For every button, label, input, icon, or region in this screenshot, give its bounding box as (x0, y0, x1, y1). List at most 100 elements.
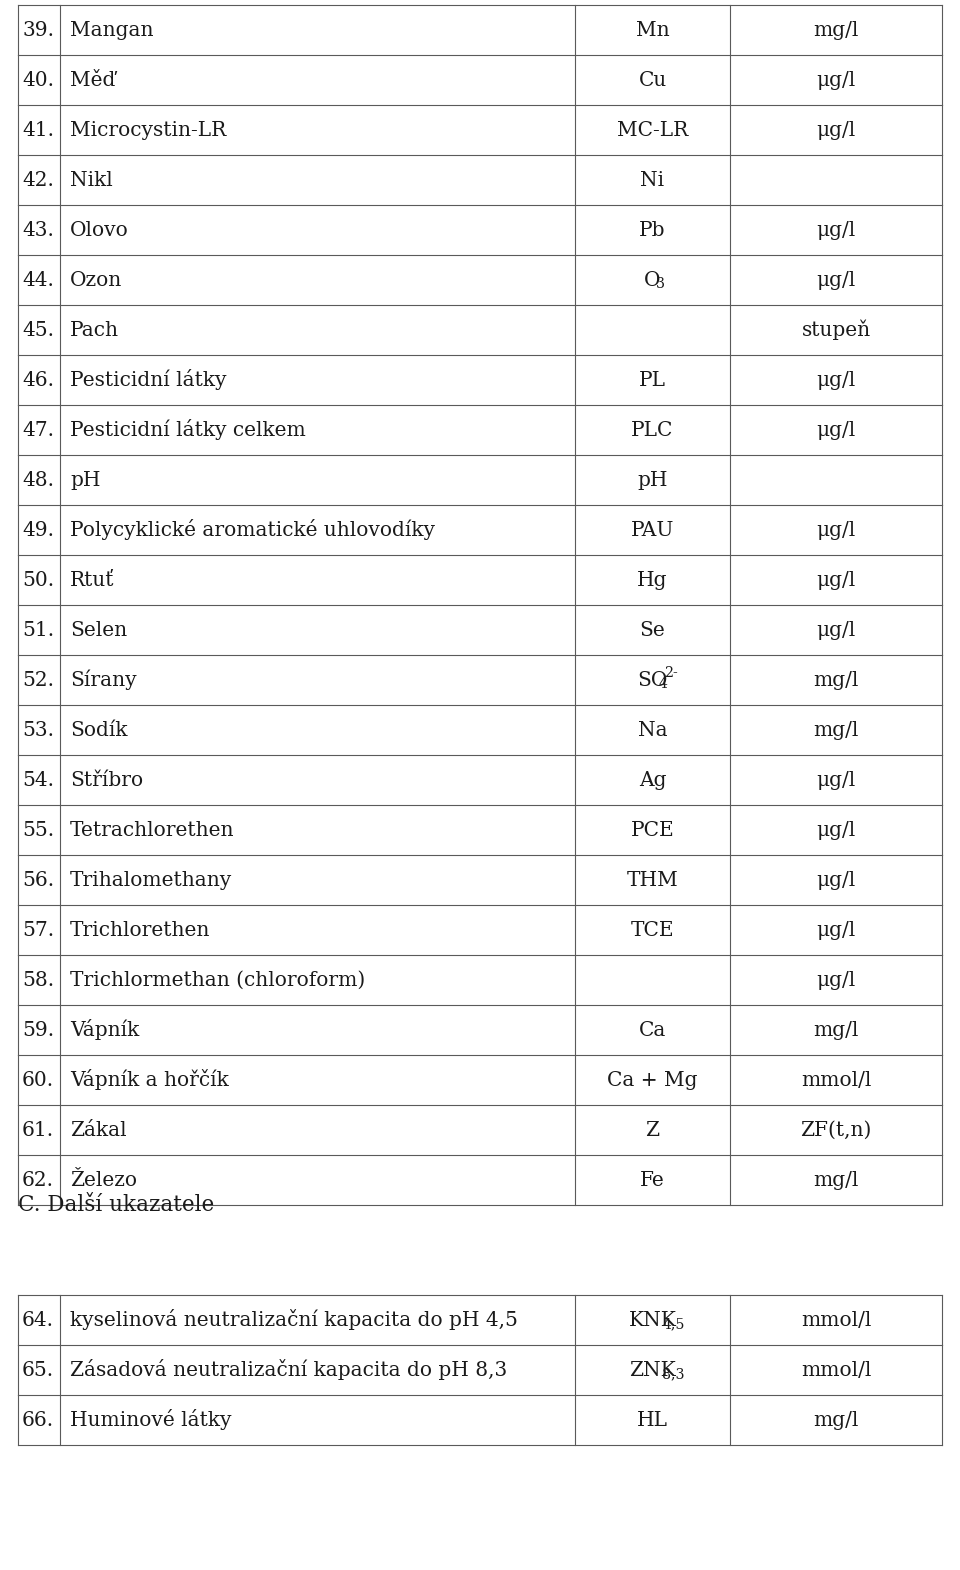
Text: mmol/l: mmol/l (801, 1361, 871, 1380)
Text: Pesticidní látky: Pesticidní látky (70, 369, 227, 391)
Text: Hg: Hg (637, 570, 668, 589)
Text: μg/l: μg/l (816, 521, 855, 540)
Text: 52.: 52. (22, 670, 54, 689)
Text: μg/l: μg/l (816, 421, 855, 440)
Text: 42.: 42. (22, 171, 54, 190)
Text: 43.: 43. (22, 220, 54, 240)
Text: 4,5: 4,5 (662, 1317, 684, 1331)
Text: Stříbro: Stříbro (70, 771, 143, 790)
Text: ZF(t,n): ZF(t,n) (801, 1121, 872, 1140)
Text: μg/l: μg/l (816, 371, 855, 389)
Text: Polycyklické aromatické uhlovodíky: Polycyklické aromatické uhlovodíky (70, 520, 435, 540)
Text: 49.: 49. (22, 521, 54, 540)
Text: 44.: 44. (22, 270, 54, 289)
Text: Ag: Ag (638, 771, 666, 790)
Text: 65.: 65. (22, 1361, 54, 1380)
Text: Nikl: Nikl (70, 171, 112, 190)
Text: Rtuť: Rtuť (70, 570, 114, 589)
Text: PLC: PLC (632, 421, 674, 440)
Text: Ca: Ca (638, 1020, 666, 1039)
Text: O: O (644, 270, 660, 289)
Text: Se: Se (639, 620, 665, 639)
Text: kyselinová neutralizační kapacita do pH 4,5: kyselinová neutralizační kapacita do pH … (70, 1309, 517, 1330)
Text: μg/l: μg/l (816, 821, 855, 840)
Text: 46.: 46. (22, 371, 54, 389)
Text: Ozon: Ozon (70, 270, 122, 289)
Text: mg/l: mg/l (813, 1171, 858, 1190)
Text: μg/l: μg/l (816, 920, 855, 939)
Text: μg/l: μg/l (816, 270, 855, 289)
Text: Ni: Ni (640, 171, 664, 190)
Text: 54.: 54. (22, 771, 54, 790)
Text: 8,3: 8,3 (662, 1367, 684, 1382)
Text: Cu: Cu (638, 71, 666, 89)
Text: THM: THM (627, 870, 679, 890)
Text: 2-: 2- (663, 666, 678, 680)
Text: Selen: Selen (70, 620, 127, 639)
Text: 47.: 47. (22, 421, 54, 440)
Text: 4: 4 (659, 677, 668, 691)
Text: Zásadová neutralizační kapacita do pH 8,3: Zásadová neutralizační kapacita do pH 8,… (70, 1360, 507, 1380)
Text: 51.: 51. (22, 620, 54, 639)
Text: 40.: 40. (22, 71, 54, 89)
Text: 3: 3 (656, 276, 664, 290)
Text: Z: Z (645, 1121, 660, 1140)
Text: Pach: Pach (70, 320, 119, 339)
Text: Sírany: Sírany (70, 670, 136, 691)
Text: Sodík: Sodík (70, 721, 128, 739)
Text: C. Další ukazatele: C. Další ukazatele (18, 1195, 214, 1217)
Text: 53.: 53. (22, 721, 54, 739)
Text: TCE: TCE (631, 920, 674, 939)
Text: μg/l: μg/l (816, 570, 855, 589)
Text: PAU: PAU (631, 521, 674, 540)
Text: 39.: 39. (22, 20, 54, 39)
Text: 45.: 45. (22, 320, 54, 339)
Text: 59.: 59. (22, 1020, 54, 1039)
Text: 56.: 56. (22, 870, 54, 890)
Text: pH: pH (70, 471, 101, 490)
Text: Pb: Pb (639, 220, 665, 240)
Text: KNK: KNK (629, 1311, 677, 1330)
Text: 62.: 62. (22, 1171, 54, 1190)
Text: mg/l: mg/l (813, 1410, 858, 1430)
Text: Trichlorethen: Trichlorethen (70, 920, 210, 939)
Text: mmol/l: mmol/l (801, 1311, 871, 1330)
Text: ZNK: ZNK (629, 1361, 676, 1380)
Text: μg/l: μg/l (816, 620, 855, 639)
Text: mg/l: mg/l (813, 20, 858, 39)
Text: Mangan: Mangan (70, 20, 154, 39)
Text: pH: pH (637, 471, 668, 490)
Text: μg/l: μg/l (816, 771, 855, 790)
Text: 61.: 61. (22, 1121, 54, 1140)
Text: stupeň: stupeň (802, 320, 871, 341)
Text: Pesticidní látky celkem: Pesticidní látky celkem (70, 419, 305, 441)
Text: SO: SO (637, 670, 668, 689)
Text: mg/l: mg/l (813, 670, 858, 689)
Text: Vápník a hořčík: Vápník a hořčík (70, 1069, 228, 1091)
Text: μg/l: μg/l (816, 71, 855, 89)
Text: mmol/l: mmol/l (801, 1071, 871, 1090)
Text: μg/l: μg/l (816, 121, 855, 140)
Text: Olovo: Olovo (70, 220, 129, 240)
Text: Ca + Mg: Ca + Mg (608, 1071, 698, 1090)
Text: mg/l: mg/l (813, 721, 858, 739)
Text: Mn: Mn (636, 20, 669, 39)
Text: μg/l: μg/l (816, 970, 855, 989)
Text: Trihalomethany: Trihalomethany (70, 870, 232, 890)
Text: 57.: 57. (22, 920, 54, 939)
Text: PL: PL (639, 371, 666, 389)
Text: HL: HL (637, 1410, 668, 1430)
Text: μg/l: μg/l (816, 220, 855, 240)
Text: 58.: 58. (22, 970, 54, 989)
Text: 41.: 41. (22, 121, 54, 140)
Text: 48.: 48. (22, 471, 54, 490)
Text: Trichlormethan (chloroform): Trichlormethan (chloroform) (70, 970, 365, 989)
Text: Zákal: Zákal (70, 1121, 127, 1140)
Text: 60.: 60. (22, 1071, 54, 1090)
Text: MC-LR: MC-LR (617, 121, 688, 140)
Text: 64.: 64. (22, 1311, 54, 1330)
Text: Měď: Měď (70, 71, 115, 89)
Text: PCE: PCE (631, 821, 674, 840)
Text: Fe: Fe (640, 1171, 665, 1190)
Text: mg/l: mg/l (813, 1020, 858, 1039)
